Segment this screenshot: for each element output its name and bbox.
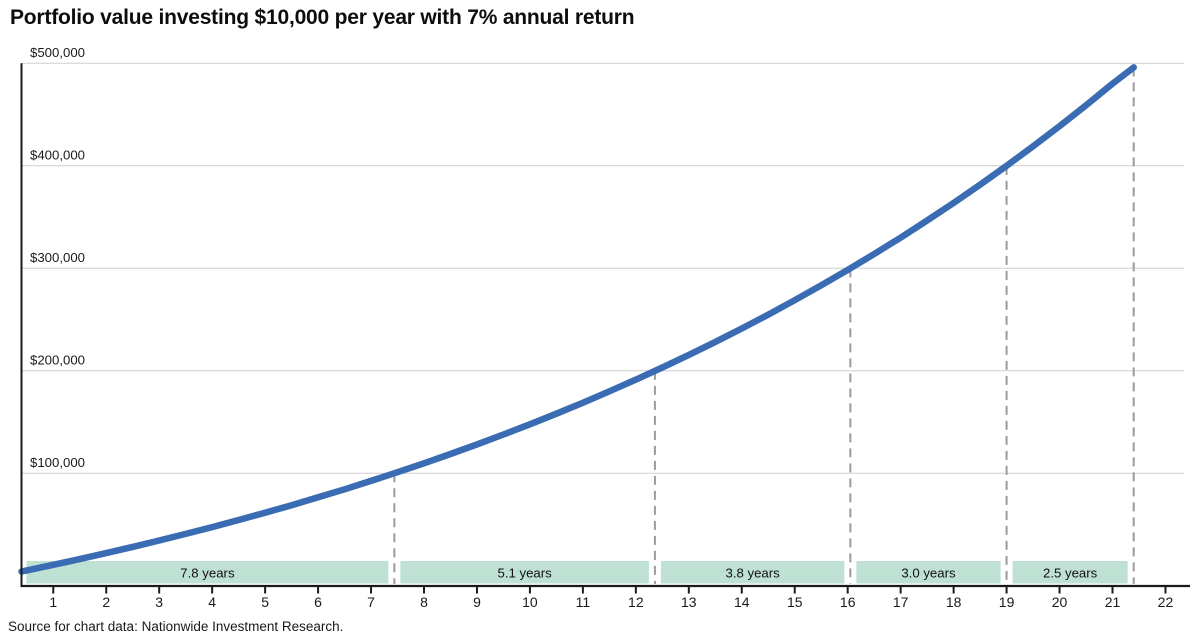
milestone-band-label: 7.8 years — [180, 565, 235, 580]
x-axis-tick-label: 15 — [787, 594, 803, 610]
milestone-band — [26, 561, 389, 584]
x-axis-tick-label: 12 — [628, 594, 644, 610]
y-axis-tick-label: $200,000 — [30, 352, 85, 367]
y-axis-tick-label: $500,000 — [30, 45, 85, 60]
y-axis-tick-label: $300,000 — [30, 250, 85, 265]
x-axis-tick-label: 20 — [1052, 594, 1068, 610]
x-axis-tick-label: 2 — [102, 594, 110, 610]
milestone-band-label: 3.0 years — [901, 565, 956, 580]
x-axis-tick-label: 10 — [522, 594, 538, 610]
x-axis-tick-label: 6 — [314, 594, 322, 610]
milestone-band — [1012, 561, 1128, 584]
x-axis-tick-label: 14 — [734, 594, 750, 610]
chart-title: Portfolio value investing $10,000 per ye… — [10, 6, 635, 29]
milestone-band-label: 2.5 years — [1043, 565, 1098, 580]
x-axis-tick-label: 3 — [155, 594, 163, 610]
milestone-band-label: 5.1 years — [498, 565, 553, 580]
x-axis-tick-label: 8 — [420, 594, 428, 610]
y-axis-tick-label: $100,000 — [30, 455, 85, 470]
x-axis-tick-label: 13 — [681, 594, 697, 610]
x-axis-tick-label: 21 — [1105, 594, 1121, 610]
milestone-band — [856, 561, 1001, 584]
x-axis-tick-label: 18 — [946, 594, 962, 610]
x-axis-tick-label: 4 — [208, 594, 216, 610]
source-note: Source for chart data: Nationwide Invest… — [8, 619, 344, 634]
x-axis-tick-label: 19 — [999, 594, 1015, 610]
milestone-band — [400, 561, 649, 584]
x-axis-tick-label: 22 — [1158, 594, 1174, 610]
portfolio-value-line — [18, 64, 1137, 575]
x-axis-tick-label: 17 — [893, 594, 909, 610]
y-axis-tick-label: $400,000 — [30, 147, 85, 162]
milestone-band-label: 3.8 years — [726, 565, 781, 580]
x-axis-tick-label: 11 — [576, 594, 591, 610]
x-axis-tick-label: 9 — [473, 594, 481, 610]
x-axis-tick-label: 1 — [49, 594, 57, 610]
milestone-band — [660, 561, 845, 584]
x-axis-tick-label: 16 — [840, 594, 856, 610]
x-axis-tick-label: 7 — [367, 594, 375, 610]
x-axis-tick-label: 5 — [261, 594, 269, 610]
